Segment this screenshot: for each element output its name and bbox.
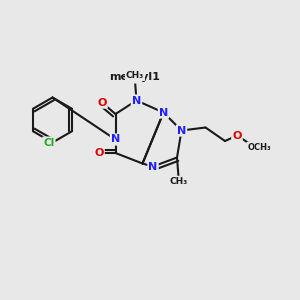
Text: N: N [177,125,186,136]
Text: N: N [148,161,158,172]
Text: N: N [159,107,168,118]
Text: methyl1: methyl1 [110,72,160,82]
Text: O: O [97,98,107,108]
Text: Cl: Cl [43,137,55,148]
Text: N: N [111,134,120,145]
Text: CH₃: CH₃ [126,71,144,80]
Text: O: O [94,148,104,158]
Text: CH₃: CH₃ [169,177,188,186]
Text: N: N [132,95,141,106]
Text: OCH₃: OCH₃ [248,142,271,152]
Text: O: O [232,130,242,141]
